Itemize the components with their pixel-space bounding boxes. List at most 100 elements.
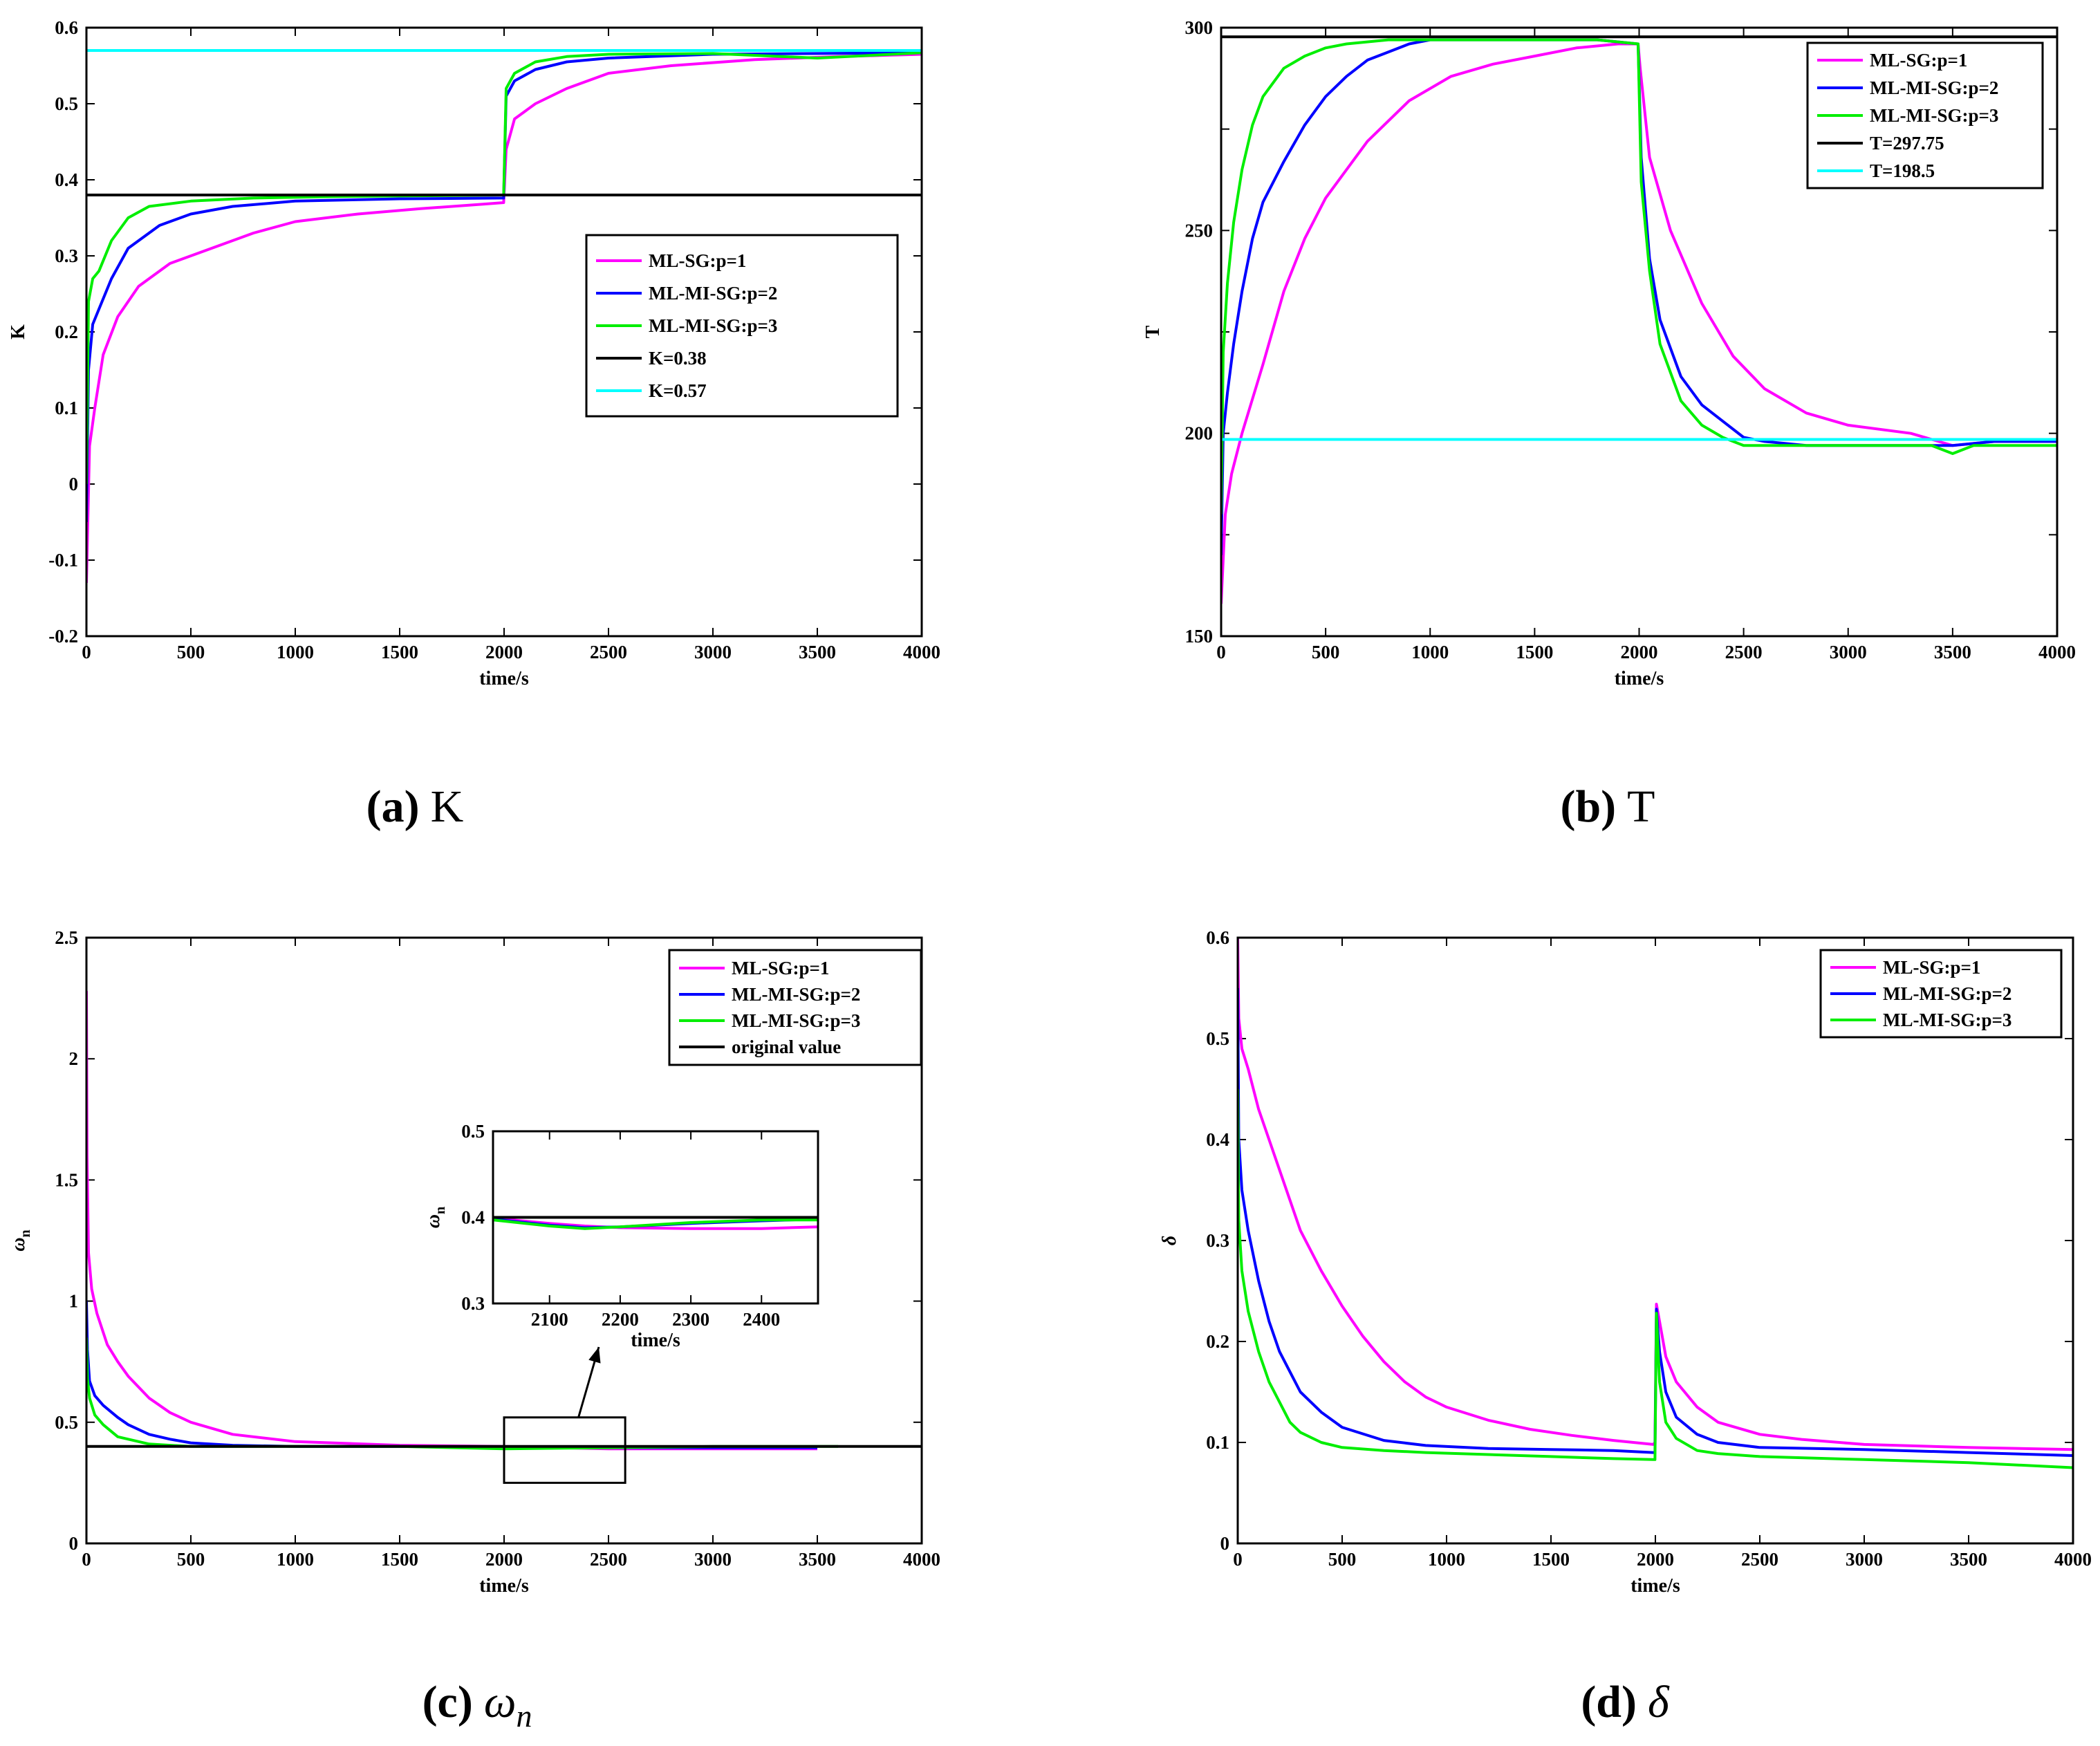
x-tick-label: 2500 — [1741, 1549, 1778, 1570]
plot-frame-top — [1220, 26, 2059, 638]
legend-label: ML-MI-SG:p=3 — [732, 1010, 860, 1031]
y-tick-label: -0.1 — [48, 550, 78, 570]
legend-label: ML-MI-SG:p=2 — [649, 283, 777, 304]
y-tick-label: 2 — [69, 1048, 79, 1069]
legend-item-k-0-57: K=0.57 — [596, 380, 707, 401]
x-tick-label: 1500 — [1516, 642, 1553, 662]
y-tick-label: 0.1 — [55, 398, 78, 418]
legend-label: ML-MI-SG:p=2 — [732, 984, 860, 1005]
y-tick-label: 0.6 — [55, 17, 78, 38]
legend-item-ml-sg-p-1: ML-SG:p=1 — [1830, 957, 1980, 978]
series-ml-mi-sg-p-3 — [86, 1337, 839, 1451]
zoom-arrow-head — [588, 1347, 601, 1364]
x-axis-label: time/s — [479, 668, 529, 689]
x-tick-label: 2400 — [743, 1309, 780, 1330]
panel-a: 0 500 1000 1500 2000 2500 3000 3500 4000 -0.2 -0.1… — [8, 17, 940, 689]
panel-b: 0 500 1000 1500 2000 2500 3000 3500 4000 150 200 25… — [1142, 17, 2076, 689]
x-tick-label: 2000 — [485, 1549, 523, 1570]
series-ml-sg-p-1 — [86, 53, 922, 584]
y-tick-label: 150 — [1185, 626, 1214, 647]
legend-item-ml-sg-p-1: ML-SG:p=1 — [679, 958, 829, 978]
x-tick-label: 3000 — [1830, 642, 1867, 662]
legend-item-ml-mi-sg-p-3: ML-MI-SG:p=3 — [596, 315, 777, 336]
x-tick-label: 1000 — [277, 1549, 314, 1570]
y-tick-label: 0.1 — [1206, 1432, 1229, 1453]
x-tick-label: 1000 — [1411, 642, 1449, 662]
legend-label: K=0.38 — [649, 348, 707, 369]
y-tick-label: 0.4 — [1206, 1129, 1229, 1150]
x-tick-label: 3500 — [799, 1549, 836, 1570]
x-tick-label: 1000 — [277, 642, 314, 662]
y-tick-label: 0.2 — [55, 322, 78, 342]
y-tick-label: 0 — [69, 1533, 79, 1554]
x-tick-label: 2100 — [531, 1309, 568, 1330]
x-tick-label: 3500 — [1950, 1549, 1987, 1570]
x-tick-label: 3500 — [799, 642, 836, 662]
x-tick-label: 4000 — [2054, 1549, 2092, 1570]
x-tick-label: 500 — [1328, 1549, 1357, 1570]
x-tick-label: 3000 — [694, 1549, 732, 1570]
y-tick-label: 0 — [69, 474, 79, 494]
legend-label: T=297.75 — [1870, 133, 1944, 154]
y-tick-label: 0.5 — [55, 93, 78, 114]
series-ml-mi-sg-p-3 — [1238, 1088, 2073, 1469]
legend-label: original value — [732, 1037, 841, 1057]
x-tick-label: 1500 — [381, 1549, 418, 1570]
legend-item-t-198-5: T=198.5 — [1817, 160, 1935, 181]
x-tick-label: 1500 — [1532, 1549, 1570, 1570]
caption-d: (d) δ — [1581, 1677, 1670, 1727]
panel-d: 0 500 1000 1500 2000 2500 3000 3500 4000 0 0.1 0.2 0… — [1159, 927, 2092, 1597]
caption-c: (c) ωn — [422, 1677, 532, 1734]
y-tick-label: 1.5 — [55, 1169, 78, 1190]
x-tick-label: 1000 — [1428, 1549, 1465, 1570]
legend: ML-SG:p=1 ML-MI-SG:p=2 ML-MI-SG:p=3 K=0.38 K… — [585, 234, 899, 418]
legend-item-ml-mi-sg-p-2: ML-MI-SG:p=2 — [1817, 77, 1998, 98]
y-tick-label: 0.3 — [55, 245, 78, 266]
legend-item-ml-mi-sg-p-2: ML-MI-SG:p=2 — [679, 984, 860, 1005]
y-tick-label: -0.2 — [48, 626, 78, 647]
y-tick-label: 0.6 — [1206, 927, 1229, 948]
legend-item-ml-mi-sg-p-3: ML-MI-SG:p=3 — [1817, 105, 1998, 126]
y-axis-label: T — [1142, 325, 1164, 338]
x-tick-label: 2500 — [1725, 642, 1763, 662]
legend-label: ML-MI-SG:p=3 — [1870, 105, 1998, 126]
legend-label: ML-SG:p=1 — [1883, 957, 1980, 978]
y-axis-label: ωn — [422, 1207, 448, 1228]
x-tick-label: 2000 — [485, 642, 523, 662]
plot-frame-top — [85, 936, 923, 1545]
y-tick-label: 0.2 — [1206, 1331, 1229, 1352]
x-tick-label: 0 — [1216, 642, 1226, 662]
y-tick-label: 0.5 — [55, 1412, 78, 1433]
legend-item-t-297-75: T=297.75 — [1817, 133, 1944, 154]
legend-label: ML-SG:p=1 — [649, 250, 746, 271]
x-tick-label: 2300 — [672, 1309, 709, 1330]
y-tick-label: 0.3 — [461, 1293, 485, 1314]
x-tick-label: 4000 — [903, 642, 940, 662]
series-ml-mi-sg-p-2 — [86, 51, 922, 523]
x-tick-label: 0 — [82, 1549, 91, 1570]
x-tick-label: 4000 — [2038, 642, 2076, 662]
y-tick-label: 0.4 — [461, 1207, 485, 1228]
legend-label: ML-MI-SG:p=2 — [1870, 77, 1998, 98]
y-axis-label: ωn — [8, 1229, 33, 1251]
y-tick-label: 300 — [1185, 17, 1214, 38]
x-tick-label: 2500 — [590, 642, 627, 662]
x-tick-label: 2500 — [590, 1549, 627, 1570]
legend-label: ML-SG:p=1 — [1870, 50, 1967, 71]
x-axis-label: time/s — [631, 1330, 680, 1351]
legend: ML-SG:p=1 ML-MI-SG:p=2 ML-MI-SG:p=3 T=297.7… — [1806, 41, 2044, 189]
legend-label: ML-MI-SG:p=3 — [649, 315, 777, 336]
panel-c: 0 500 1000 1500 2000 2500 3000 3500 4000 0 0.5 1 1.5… — [8, 927, 940, 1597]
series-ml-mi-sg-p-3 — [493, 1218, 818, 1230]
y-tick-label: 1 — [69, 1291, 79, 1312]
legend-label: ML-MI-SG:p=2 — [1883, 983, 2011, 1004]
zoom-box — [503, 1416, 626, 1484]
legend-item-ml-sg-p-1: ML-SG:p=1 — [1817, 50, 1967, 71]
x-axis-label: time/s — [1615, 668, 1664, 689]
plot-frame-top — [1236, 936, 2074, 1545]
caption-a: (a) K — [366, 781, 464, 832]
x-tick-label: 3000 — [694, 642, 732, 662]
legend-item-ml-mi-sg-p-2: ML-MI-SG:p=2 — [596, 283, 777, 304]
y-tick-label: 0.5 — [1206, 1028, 1229, 1049]
